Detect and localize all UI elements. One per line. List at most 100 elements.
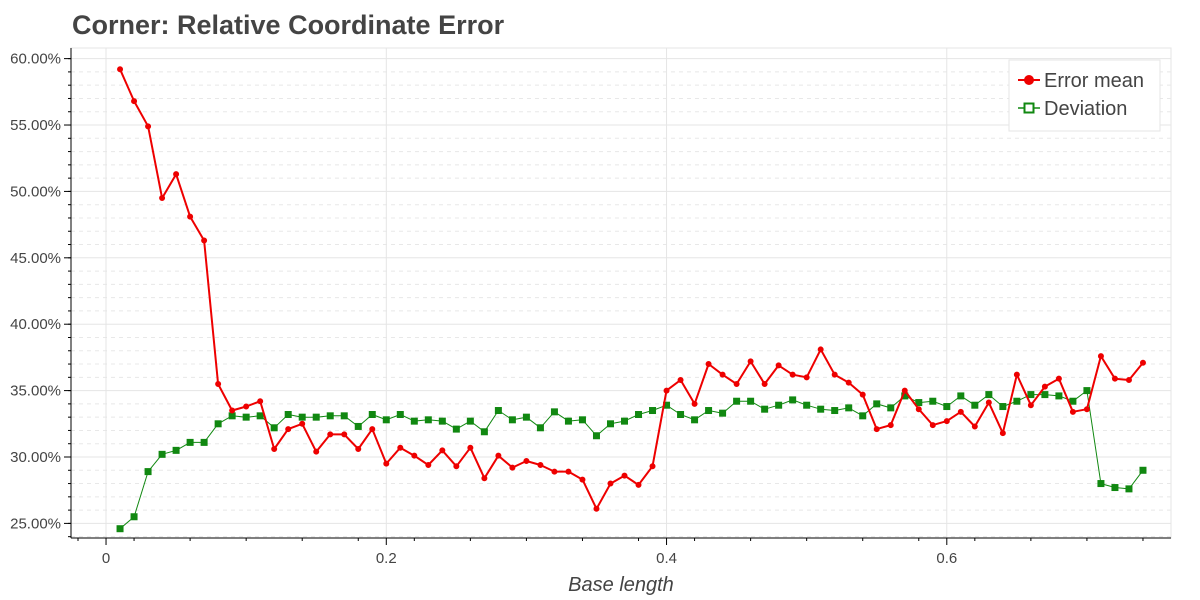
error-mean-point <box>817 346 824 353</box>
plot-frame <box>70 47 1172 539</box>
error-mean-point <box>1041 383 1048 390</box>
error-mean-point <box>845 379 852 386</box>
error-mean-point <box>369 426 376 433</box>
error-mean-point <box>159 195 166 202</box>
deviation-point <box>1013 397 1021 405</box>
error-mean-point <box>327 431 334 438</box>
error-mean-point <box>523 457 530 464</box>
error-mean-point <box>229 407 236 414</box>
deviation-point <box>775 401 783 409</box>
legend-box <box>1008 59 1161 132</box>
deviation-point <box>298 413 306 421</box>
error-mean-point <box>341 431 348 438</box>
deviation-point <box>536 424 544 432</box>
deviation-point <box>1125 485 1133 493</box>
series-layer <box>116 66 1147 533</box>
deviation-point <box>985 391 993 399</box>
error-mean-point <box>215 380 222 387</box>
deviation-point <box>747 397 755 405</box>
deviation-point <box>677 411 685 419</box>
error-mean-point <box>1027 402 1034 409</box>
deviation-point <box>606 420 614 428</box>
deviation-point <box>130 513 138 521</box>
error-mean-point <box>411 452 418 459</box>
error-mean-point <box>943 418 950 425</box>
deviation-point <box>621 417 629 425</box>
axes: 25.00% 30.00% 35.00% 40.00% 45.00% 50.00% 55.0… <box>10 48 1171 567</box>
error-mean-point <box>929 422 936 429</box>
legend-marker-deviation <box>1023 102 1035 114</box>
x-tick-label: 0 <box>102 550 110 567</box>
error-mean-point <box>117 66 124 73</box>
error-mean-point <box>383 460 390 467</box>
error-mean-point <box>635 481 642 488</box>
y-tick-label: 60.00% <box>10 51 61 68</box>
y-tick-label: 35.00% <box>10 383 61 400</box>
deviation-point <box>803 401 811 409</box>
deviation-point <box>172 446 180 454</box>
deviation-point <box>761 405 769 413</box>
deviation-point <box>1083 387 1091 395</box>
error-mean-point <box>649 463 656 470</box>
error-mean-point <box>173 171 180 178</box>
error-mean-point <box>425 461 432 468</box>
error-mean-point <box>621 472 628 479</box>
error-mean-point <box>803 374 810 381</box>
deviation-point <box>382 416 390 424</box>
deviation-point <box>522 413 530 421</box>
error-mean-point <box>1083 406 1090 413</box>
error-mean-point <box>1125 376 1132 383</box>
error-mean-point <box>873 426 880 433</box>
x-tick-label: 0.6 <box>936 550 957 567</box>
deviation-point <box>242 413 250 421</box>
deviation-point <box>186 438 194 446</box>
y-tick-label: 30.00% <box>10 449 61 466</box>
deviation-point <box>452 425 460 433</box>
y-tick-label: 50.00% <box>10 183 61 200</box>
deviation-point <box>705 407 713 415</box>
deviation-point <box>312 413 320 421</box>
deviation-point <box>214 420 222 428</box>
y-tick-label: 40.00% <box>10 316 61 333</box>
error-mean-point <box>1111 375 1118 382</box>
deviation-point <box>943 403 951 411</box>
legend-marker-error-mean <box>1024 75 1034 85</box>
deviation-point <box>284 411 292 419</box>
error-mean-point <box>355 446 362 453</box>
deviation-point <box>410 417 418 425</box>
error-mean-point <box>1013 371 1020 378</box>
deviation-point <box>158 450 166 458</box>
deviation-point <box>733 397 741 405</box>
error-mean-point <box>481 475 488 482</box>
deviation-point <box>424 416 432 424</box>
error-mean-point <box>789 371 796 378</box>
error-mean-point <box>971 423 978 430</box>
deviation-point <box>915 399 923 407</box>
deviation-point <box>1111 484 1119 492</box>
x-tick-label: 0.2 <box>376 550 397 567</box>
deviation-point <box>508 416 516 424</box>
deviation-point <box>326 412 334 420</box>
error-mean-point <box>1139 359 1146 366</box>
deviation-point <box>550 408 558 416</box>
error-mean-point <box>187 213 194 220</box>
error-mean-point <box>705 361 712 368</box>
error-mean-point <box>775 362 782 369</box>
error-mean-point <box>495 452 502 459</box>
error-mean-point <box>551 468 558 475</box>
legend: Error mean Deviation <box>1008 59 1161 132</box>
error-mean-point <box>467 444 474 451</box>
deviation-point <box>817 405 825 413</box>
deviation-point <box>649 407 657 415</box>
deviation-point <box>971 401 979 409</box>
error-mean-point <box>1097 353 1104 360</box>
deviation-point <box>859 412 867 420</box>
deviation-point <box>144 468 152 476</box>
deviation-point <box>270 424 278 432</box>
deviation-point <box>396 411 404 419</box>
legend-label-deviation: Deviation <box>1044 98 1127 120</box>
error-mean-point <box>747 358 754 365</box>
error-mean-point <box>537 461 544 468</box>
deviation-point <box>340 412 348 420</box>
